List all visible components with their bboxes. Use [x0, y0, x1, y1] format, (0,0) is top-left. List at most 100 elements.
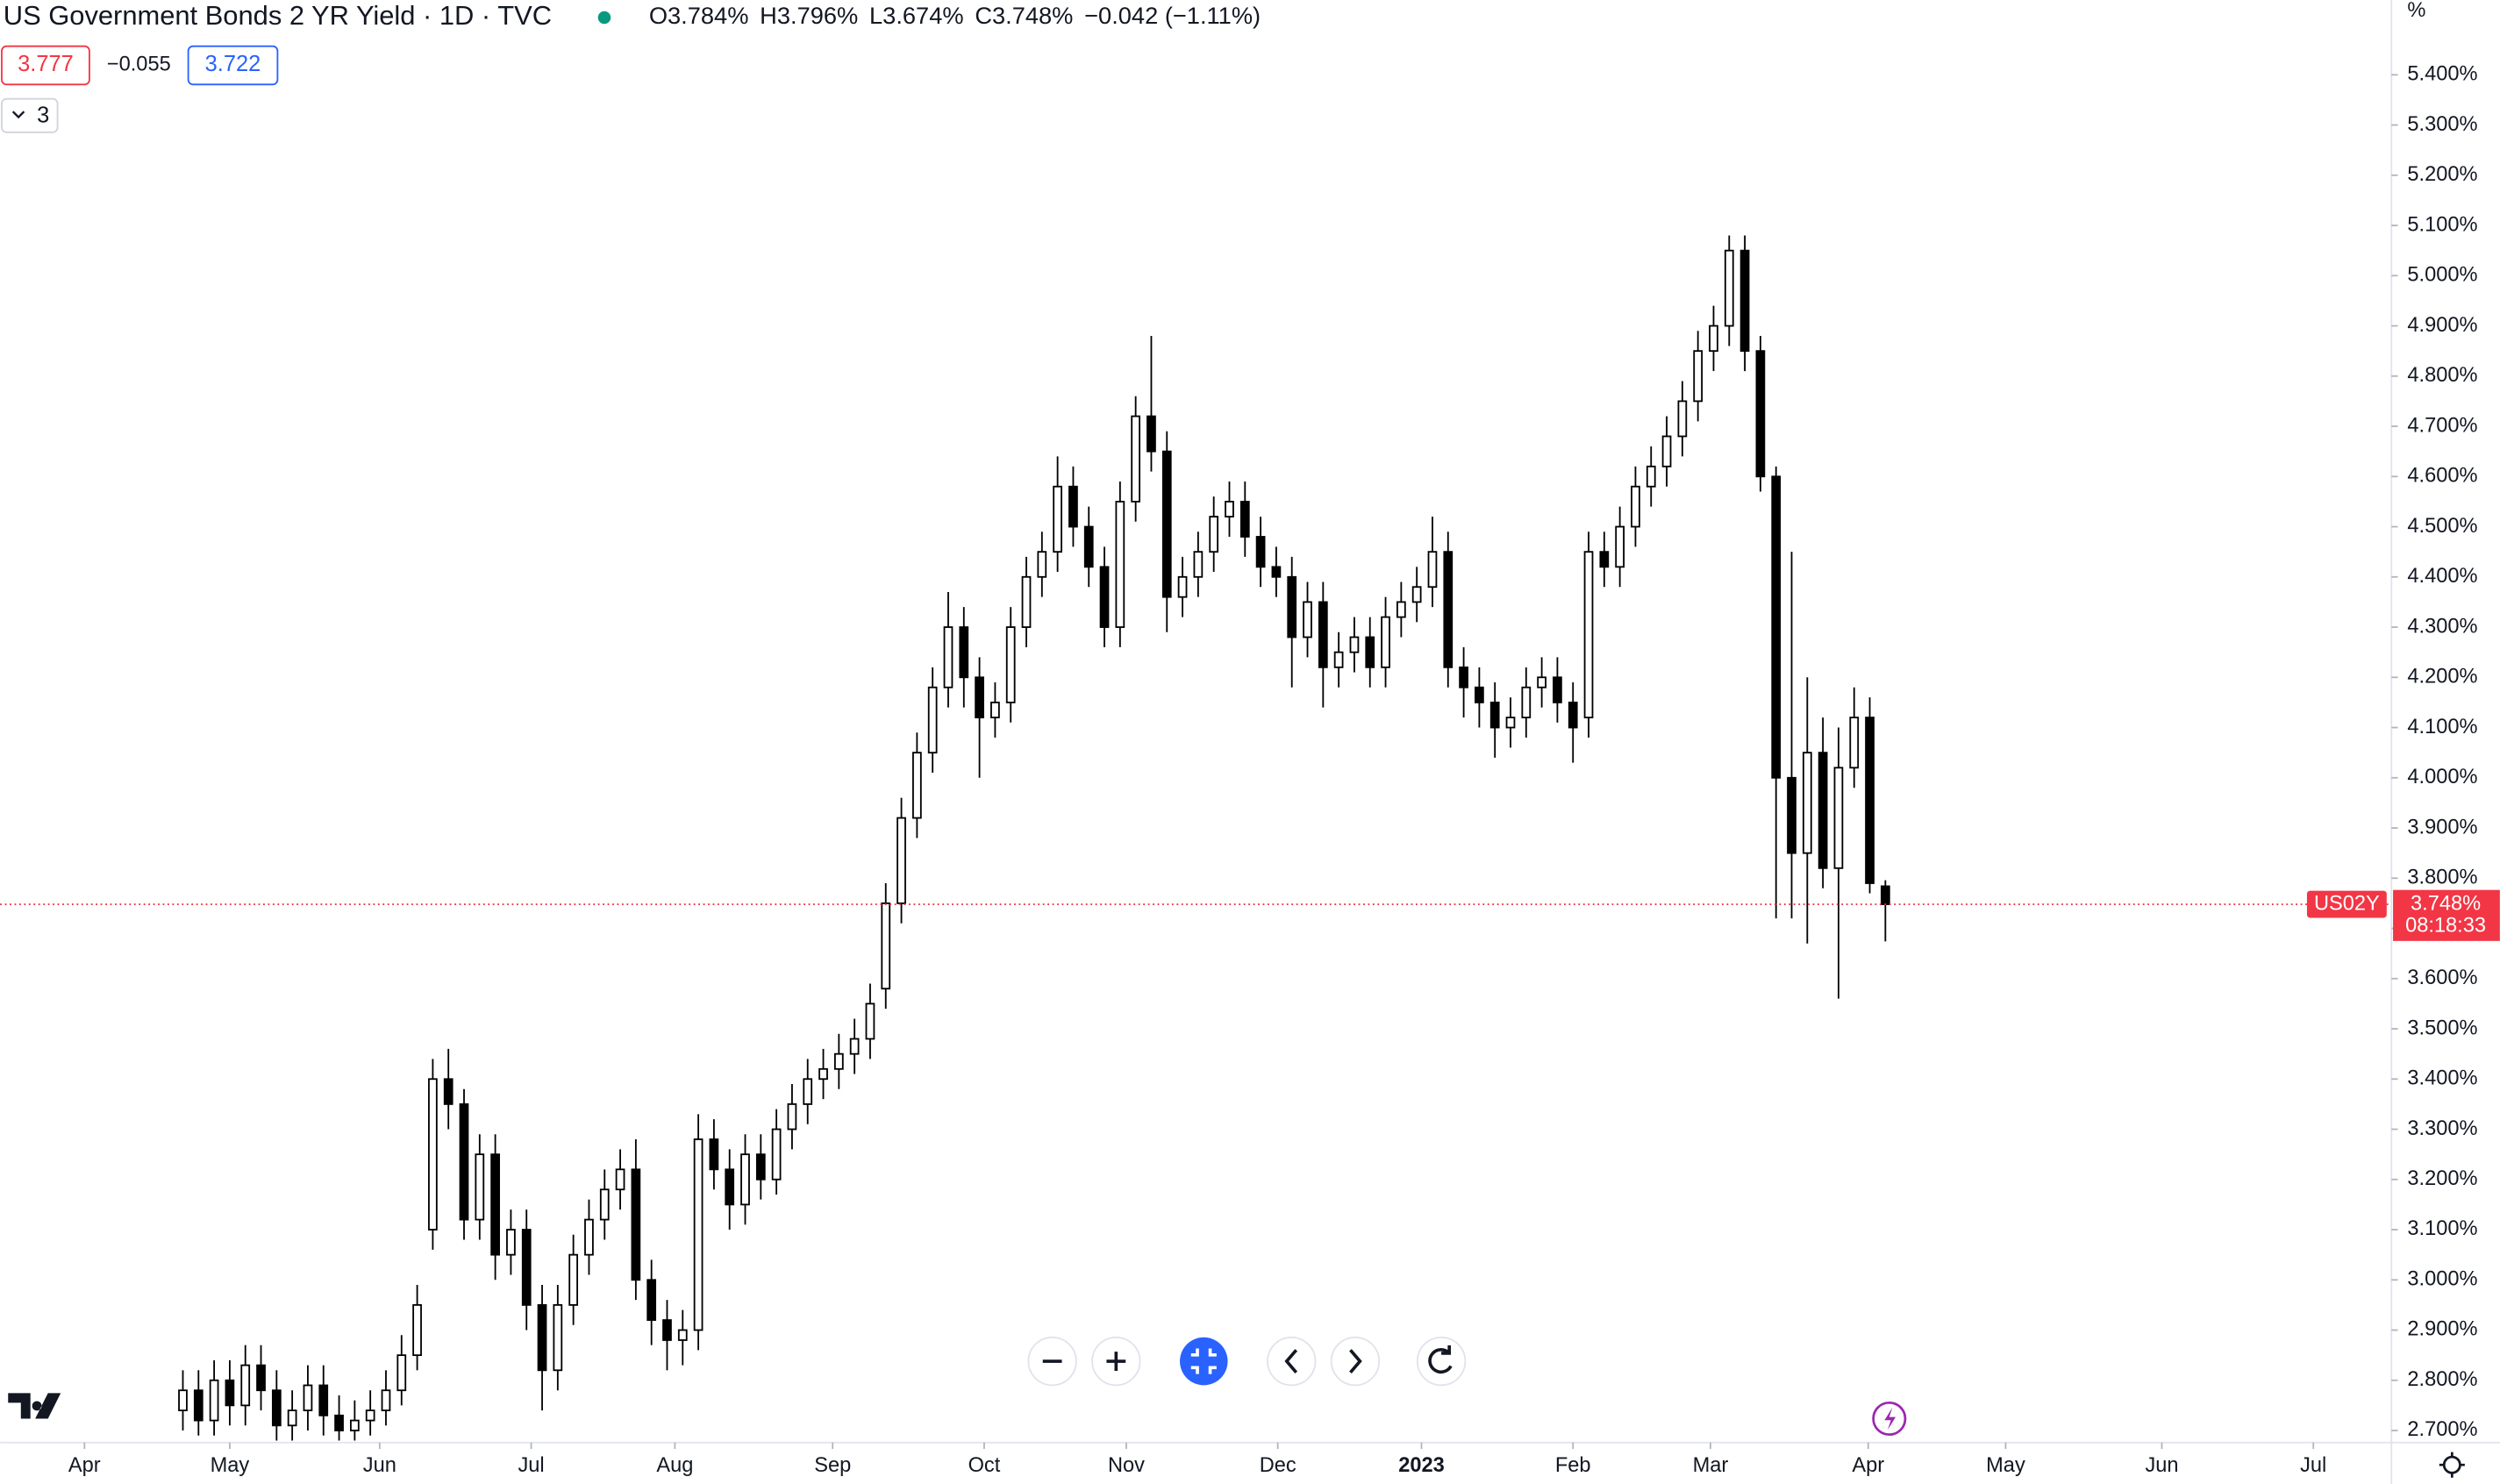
candle-body	[896, 817, 906, 904]
spread: −0.055	[107, 54, 171, 76]
candle-body	[959, 626, 969, 679]
plot-area	[0, 235, 2392, 1441]
candle-body	[225, 1379, 235, 1407]
candle-body	[787, 1102, 797, 1131]
y-tick-label: 2.800%	[2407, 1368, 2477, 1391]
y-tick-label: 4.000%	[2407, 766, 2477, 788]
reset-chart-button[interactable]	[1416, 1336, 1467, 1387]
y-tick-label: 5.000%	[2407, 264, 2477, 287]
settings-button[interactable]	[2439, 1452, 2465, 1478]
candle-body	[428, 1078, 438, 1231]
candle-body	[193, 1389, 204, 1422]
candle-body	[1489, 701, 1500, 729]
y-tick-label: 3.500%	[2407, 1017, 2477, 1039]
scroll-right-button[interactable]	[1330, 1336, 1381, 1387]
right-icon	[1349, 1349, 1362, 1373]
candle-body	[303, 1384, 313, 1412]
ohlc-value: −0.042 (−1.11%)	[1084, 2, 1261, 29]
y-tick-label: 4.500%	[2407, 515, 2477, 538]
y-tick-label: 4.300%	[2407, 615, 2477, 638]
candle-body	[1724, 249, 1734, 327]
scroll-left-button[interactable]	[1267, 1336, 1317, 1387]
symbol-label: US02Y	[2314, 892, 2380, 915]
reset-scale-button[interactable]	[1180, 1337, 1228, 1386]
candle-body	[537, 1303, 547, 1372]
candle-body	[1553, 676, 1562, 703]
candle-body	[1396, 601, 1406, 618]
candle-body	[1021, 575, 1032, 628]
candle-body	[1739, 249, 1750, 353]
candle-body	[1505, 717, 1516, 729]
x-tick-label: Nov	[1108, 1454, 1145, 1477]
candle-body	[927, 686, 938, 754]
candle-body	[1333, 651, 1344, 668]
plus-icon	[1106, 1352, 1126, 1371]
candle-body	[1365, 636, 1375, 668]
candle-body	[412, 1303, 422, 1357]
candle-body	[1537, 676, 1546, 688]
candle-body	[568, 1253, 578, 1306]
sell-box[interactable]	[1, 45, 90, 86]
candle-body	[1161, 450, 1172, 598]
candle-body	[1583, 551, 1594, 718]
tradingview-logo[interactable]	[8, 1393, 61, 1419]
x-tick-label: Feb	[1555, 1454, 1591, 1477]
ohlc-value: H3.796%	[760, 2, 858, 29]
last-price-label: 3.748%	[2411, 892, 2481, 915]
candle-body	[318, 1384, 329, 1416]
candle-body	[256, 1364, 266, 1392]
candle-body	[1146, 415, 1156, 453]
y-tick-label: 5.300%	[2407, 113, 2477, 136]
candle-body	[1427, 551, 1438, 589]
candle-body	[1771, 475, 1782, 779]
y-tick-label: 4.900%	[2407, 314, 2477, 337]
left-icon	[1284, 1349, 1298, 1373]
last-price-badge	[2393, 889, 2500, 941]
candle-body	[1209, 516, 1219, 553]
candle-body	[646, 1279, 657, 1321]
candle-body	[1381, 616, 1390, 668]
candle-body	[849, 1038, 860, 1055]
y-tick-label: 3.100%	[2407, 1217, 2477, 1240]
candle-body	[1599, 551, 1610, 568]
x-tick-label: Aug	[656, 1454, 693, 1477]
refresh-icon	[1428, 1345, 1453, 1374]
x-tick-label: May	[1986, 1454, 2025, 1477]
candle-body	[1131, 415, 1141, 503]
candle-body	[912, 752, 922, 819]
candle-body	[1255, 536, 1266, 568]
y-tick-label: 4.100%	[2407, 716, 2477, 738]
buy-box[interactable]	[187, 45, 279, 86]
x-tick-label: May	[211, 1454, 250, 1477]
candle-body	[615, 1168, 625, 1191]
candle-body	[990, 701, 1000, 718]
y-tick-label: 4.200%	[2407, 666, 2477, 688]
x-tick-label: Jun	[363, 1454, 396, 1477]
candle-body	[584, 1218, 594, 1256]
y-tick-label: 3.300%	[2407, 1117, 2477, 1140]
y-tick-label: 5.400%	[2407, 63, 2477, 86]
y-tick-label: 3.900%	[2407, 816, 2477, 838]
candle-body	[1833, 767, 1844, 869]
y-tick-label: 2.700%	[2407, 1418, 2477, 1441]
sell-price: 3.777	[18, 52, 74, 76]
indicators-toggle[interactable]	[1, 97, 59, 133]
x-tick-label: Jun	[2145, 1454, 2178, 1477]
y-tick-label: 3.200%	[2407, 1167, 2477, 1190]
candle-body	[1053, 485, 1062, 553]
candle-body	[475, 1153, 485, 1221]
symbol-badge	[2306, 890, 2387, 918]
y-tick-label: 4.400%	[2407, 565, 2477, 588]
y-tick-label: 3.600%	[2407, 967, 2477, 989]
candle-body	[755, 1153, 766, 1181]
candle-body	[521, 1229, 532, 1306]
candle-body	[693, 1138, 704, 1331]
candle-body	[1177, 575, 1188, 598]
x-tick-label: Apr	[1852, 1454, 1884, 1477]
candle-body	[1459, 666, 1468, 688]
candle-body	[1802, 752, 1812, 854]
candle-body	[1083, 525, 1094, 568]
candle-body	[1631, 485, 1640, 528]
